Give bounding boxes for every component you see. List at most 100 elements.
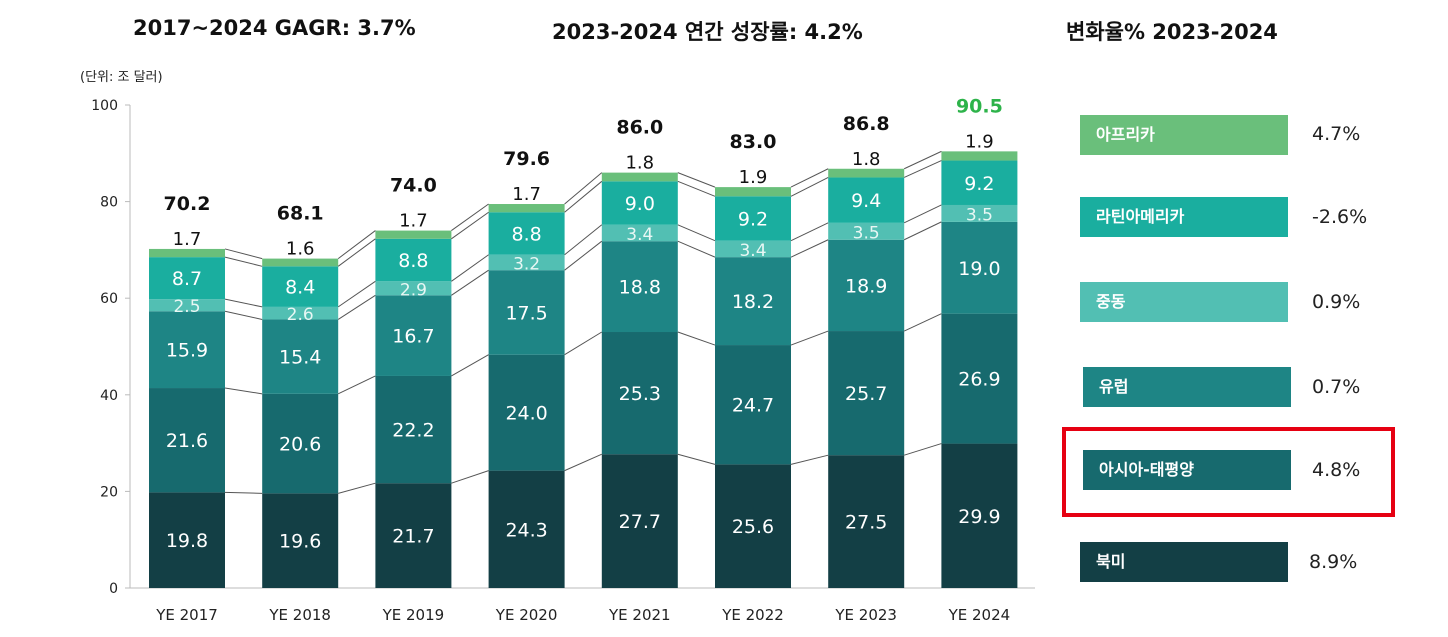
bar-segment bbox=[941, 443, 1018, 588]
bar-segment bbox=[941, 204, 1018, 222]
total-label: 83.0 bbox=[730, 131, 777, 153]
bar-segment bbox=[715, 240, 791, 258]
data-label: 9.0 bbox=[625, 193, 655, 215]
connector-line bbox=[790, 454, 829, 465]
data-label: 26.9 bbox=[958, 369, 1000, 391]
data-label: 2.6 bbox=[287, 305, 314, 325]
connector-line bbox=[337, 294, 376, 320]
data-label: 3.5 bbox=[966, 205, 993, 225]
total-label: 86.0 bbox=[616, 117, 663, 139]
bar-segment bbox=[375, 238, 452, 282]
connector-line bbox=[564, 172, 603, 205]
data-label: 19.8 bbox=[166, 530, 208, 552]
legend-change-africa: 4.7% bbox=[1312, 123, 1361, 145]
total-label: 86.8 bbox=[843, 113, 890, 135]
total-label: 68.1 bbox=[277, 203, 324, 225]
x-tick-label: YE 2023 bbox=[834, 606, 897, 624]
bar-segment bbox=[149, 311, 225, 389]
y-tick-label: 40 bbox=[100, 388, 118, 404]
data-label: 22.2 bbox=[392, 420, 434, 442]
bar-segment bbox=[715, 196, 791, 241]
connector-line bbox=[224, 310, 263, 320]
data-label: 25.7 bbox=[845, 383, 887, 405]
data-label: 8.7 bbox=[172, 268, 202, 290]
bar-segment bbox=[828, 331, 905, 456]
data-label: 15.9 bbox=[166, 340, 208, 362]
data-label: 3.4 bbox=[739, 241, 766, 261]
connector-line bbox=[451, 211, 489, 240]
connector-line bbox=[451, 269, 489, 296]
bar-segment bbox=[149, 388, 225, 493]
data-label: 9.2 bbox=[964, 173, 994, 195]
connector-line bbox=[564, 180, 603, 213]
data-label: 24.0 bbox=[505, 403, 547, 425]
connector-line bbox=[451, 203, 489, 231]
cagr-heading: 2017~2024 GAGR: 3.7% bbox=[133, 16, 416, 40]
data-label: 27.5 bbox=[845, 512, 887, 534]
unit-label: (단위: 조 달러) bbox=[80, 70, 163, 85]
connector-line bbox=[790, 177, 829, 197]
connector-line bbox=[677, 331, 716, 346]
x-tick-label: YE 2018 bbox=[268, 606, 331, 624]
total-label: 74.0 bbox=[390, 175, 437, 197]
data-label: 9.2 bbox=[738, 209, 768, 231]
legend-item-europe: 유럽 bbox=[1083, 367, 1291, 407]
connector-line bbox=[564, 224, 603, 256]
connector-line bbox=[790, 239, 829, 258]
x-tick-label: YE 2017 bbox=[155, 606, 218, 624]
connector-line bbox=[224, 248, 263, 260]
data-label: 1.7 bbox=[399, 211, 428, 232]
data-label: 1.6 bbox=[286, 239, 315, 260]
bar-segment bbox=[262, 266, 339, 307]
data-label: 3.5 bbox=[853, 223, 880, 243]
y-tick-label: 60 bbox=[100, 291, 118, 307]
data-label: 19.0 bbox=[958, 258, 1000, 280]
bar-segment bbox=[375, 230, 452, 239]
annual-growth-heading: 2023-2024 연간 성장률: 4.2% bbox=[552, 20, 863, 44]
y-tick-label: 80 bbox=[100, 195, 118, 211]
connector-line bbox=[224, 387, 263, 395]
y-tick-label: 20 bbox=[100, 484, 118, 500]
data-label: 15.4 bbox=[279, 347, 321, 369]
connector-line bbox=[337, 230, 376, 259]
total-label: 79.6 bbox=[503, 148, 550, 170]
bar-segment bbox=[941, 160, 1018, 205]
connector-line bbox=[903, 150, 942, 170]
bar-segment bbox=[601, 224, 678, 242]
data-label: 1.7 bbox=[512, 184, 541, 205]
bar-segment bbox=[828, 177, 905, 223]
connector-line bbox=[790, 222, 829, 242]
connector-line bbox=[451, 254, 489, 282]
legend-change-latin-america: -2.6% bbox=[1312, 206, 1368, 228]
legend-change-middle-east: 0.9% bbox=[1312, 291, 1361, 313]
bar-segment bbox=[601, 172, 678, 182]
data-label: 8.8 bbox=[398, 250, 428, 272]
data-label: 1.8 bbox=[625, 153, 654, 174]
bar-segment bbox=[488, 470, 565, 588]
data-label: 18.8 bbox=[619, 277, 661, 299]
bar-segment bbox=[488, 354, 565, 471]
bar-segment bbox=[715, 257, 791, 346]
bar-segment bbox=[601, 241, 678, 333]
bar-segment bbox=[375, 295, 452, 376]
highlight-box bbox=[1062, 427, 1395, 517]
data-label: 1.9 bbox=[739, 167, 768, 188]
legend-item-africa: 아프리카 bbox=[1080, 115, 1288, 155]
connector-line bbox=[677, 224, 716, 242]
bar-segment bbox=[488, 254, 565, 271]
legend-change-asia-pacific: 4.8% bbox=[1312, 459, 1361, 481]
bar-segment bbox=[715, 187, 791, 197]
connector-line bbox=[903, 204, 942, 224]
bar-segment bbox=[149, 299, 225, 312]
legend-item-asia-pacific: 아시아-태평양 bbox=[1083, 450, 1291, 490]
connector-line bbox=[790, 168, 829, 188]
data-label: 1.7 bbox=[173, 229, 202, 250]
data-label: 1.8 bbox=[852, 149, 881, 170]
bar-segment bbox=[715, 464, 791, 588]
x-tick-label: YE 2021 bbox=[608, 606, 671, 624]
bar-segment bbox=[601, 454, 678, 588]
connector-line bbox=[337, 375, 376, 395]
bar-segment bbox=[488, 270, 565, 355]
data-label: 18.2 bbox=[732, 291, 774, 313]
bar-segment bbox=[941, 151, 1018, 161]
